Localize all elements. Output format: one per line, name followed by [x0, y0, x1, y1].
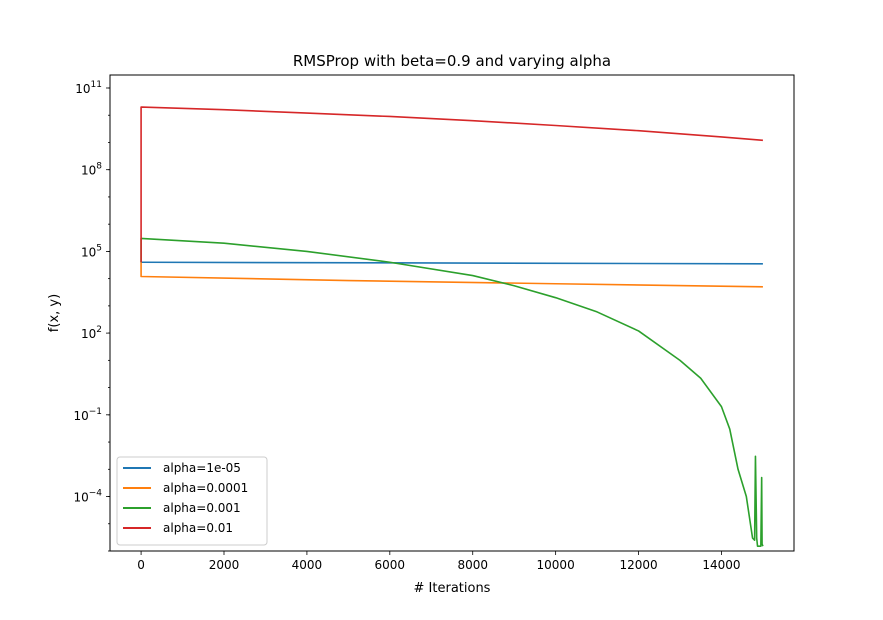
plot-frame [109, 74, 795, 552]
x-axis-label: # Iterations [414, 581, 491, 596]
y-axis: 10−4 10−1 102 105 108 1011 [73, 80, 110, 552]
chart-title: RMSProp with beta=0.9 and varying alpha [293, 52, 611, 70]
x-axis: 0 2000 4000 6000 8000 10000 12000 14000 [137, 551, 741, 572]
x-tick-label: 8000 [457, 558, 488, 572]
series-line-3 [140, 237, 764, 547]
legend-label: alpha=0.0001 [163, 481, 248, 495]
x-tick-label: 6000 [375, 558, 406, 572]
plot-area [140, 106, 764, 547]
series-line-1 [141, 261, 763, 265]
y-tick-label: 102 [81, 325, 102, 341]
legend-label: alpha=0.001 [163, 501, 241, 515]
y-tick-label: 10−1 [73, 407, 102, 423]
y-tick-label: 105 [81, 243, 102, 259]
y-tick-label: 10−4 [73, 489, 102, 505]
x-tick-label: 2000 [209, 558, 240, 572]
x-tick-label: 12000 [619, 558, 657, 572]
y-tick-label: 108 [81, 162, 102, 178]
series-line-2 [140, 262, 763, 288]
legend-label: alpha=0.01 [163, 521, 233, 535]
legend-label: alpha=1e-05 [163, 461, 241, 475]
series-line-4 [140, 106, 763, 263]
y-tick-label: 1011 [75, 80, 102, 96]
legend: alpha=1e-05 alpha=0.0001 alpha=0.001 alpha=… [116, 456, 268, 546]
y-axis-label: f(x, y) [47, 294, 62, 332]
x-tick-label: 0 [137, 558, 145, 572]
legend-box [116, 456, 268, 546]
x-tick-label: 14000 [702, 558, 740, 572]
x-tick-label: 4000 [292, 558, 323, 572]
x-tick-label: 10000 [537, 558, 575, 572]
